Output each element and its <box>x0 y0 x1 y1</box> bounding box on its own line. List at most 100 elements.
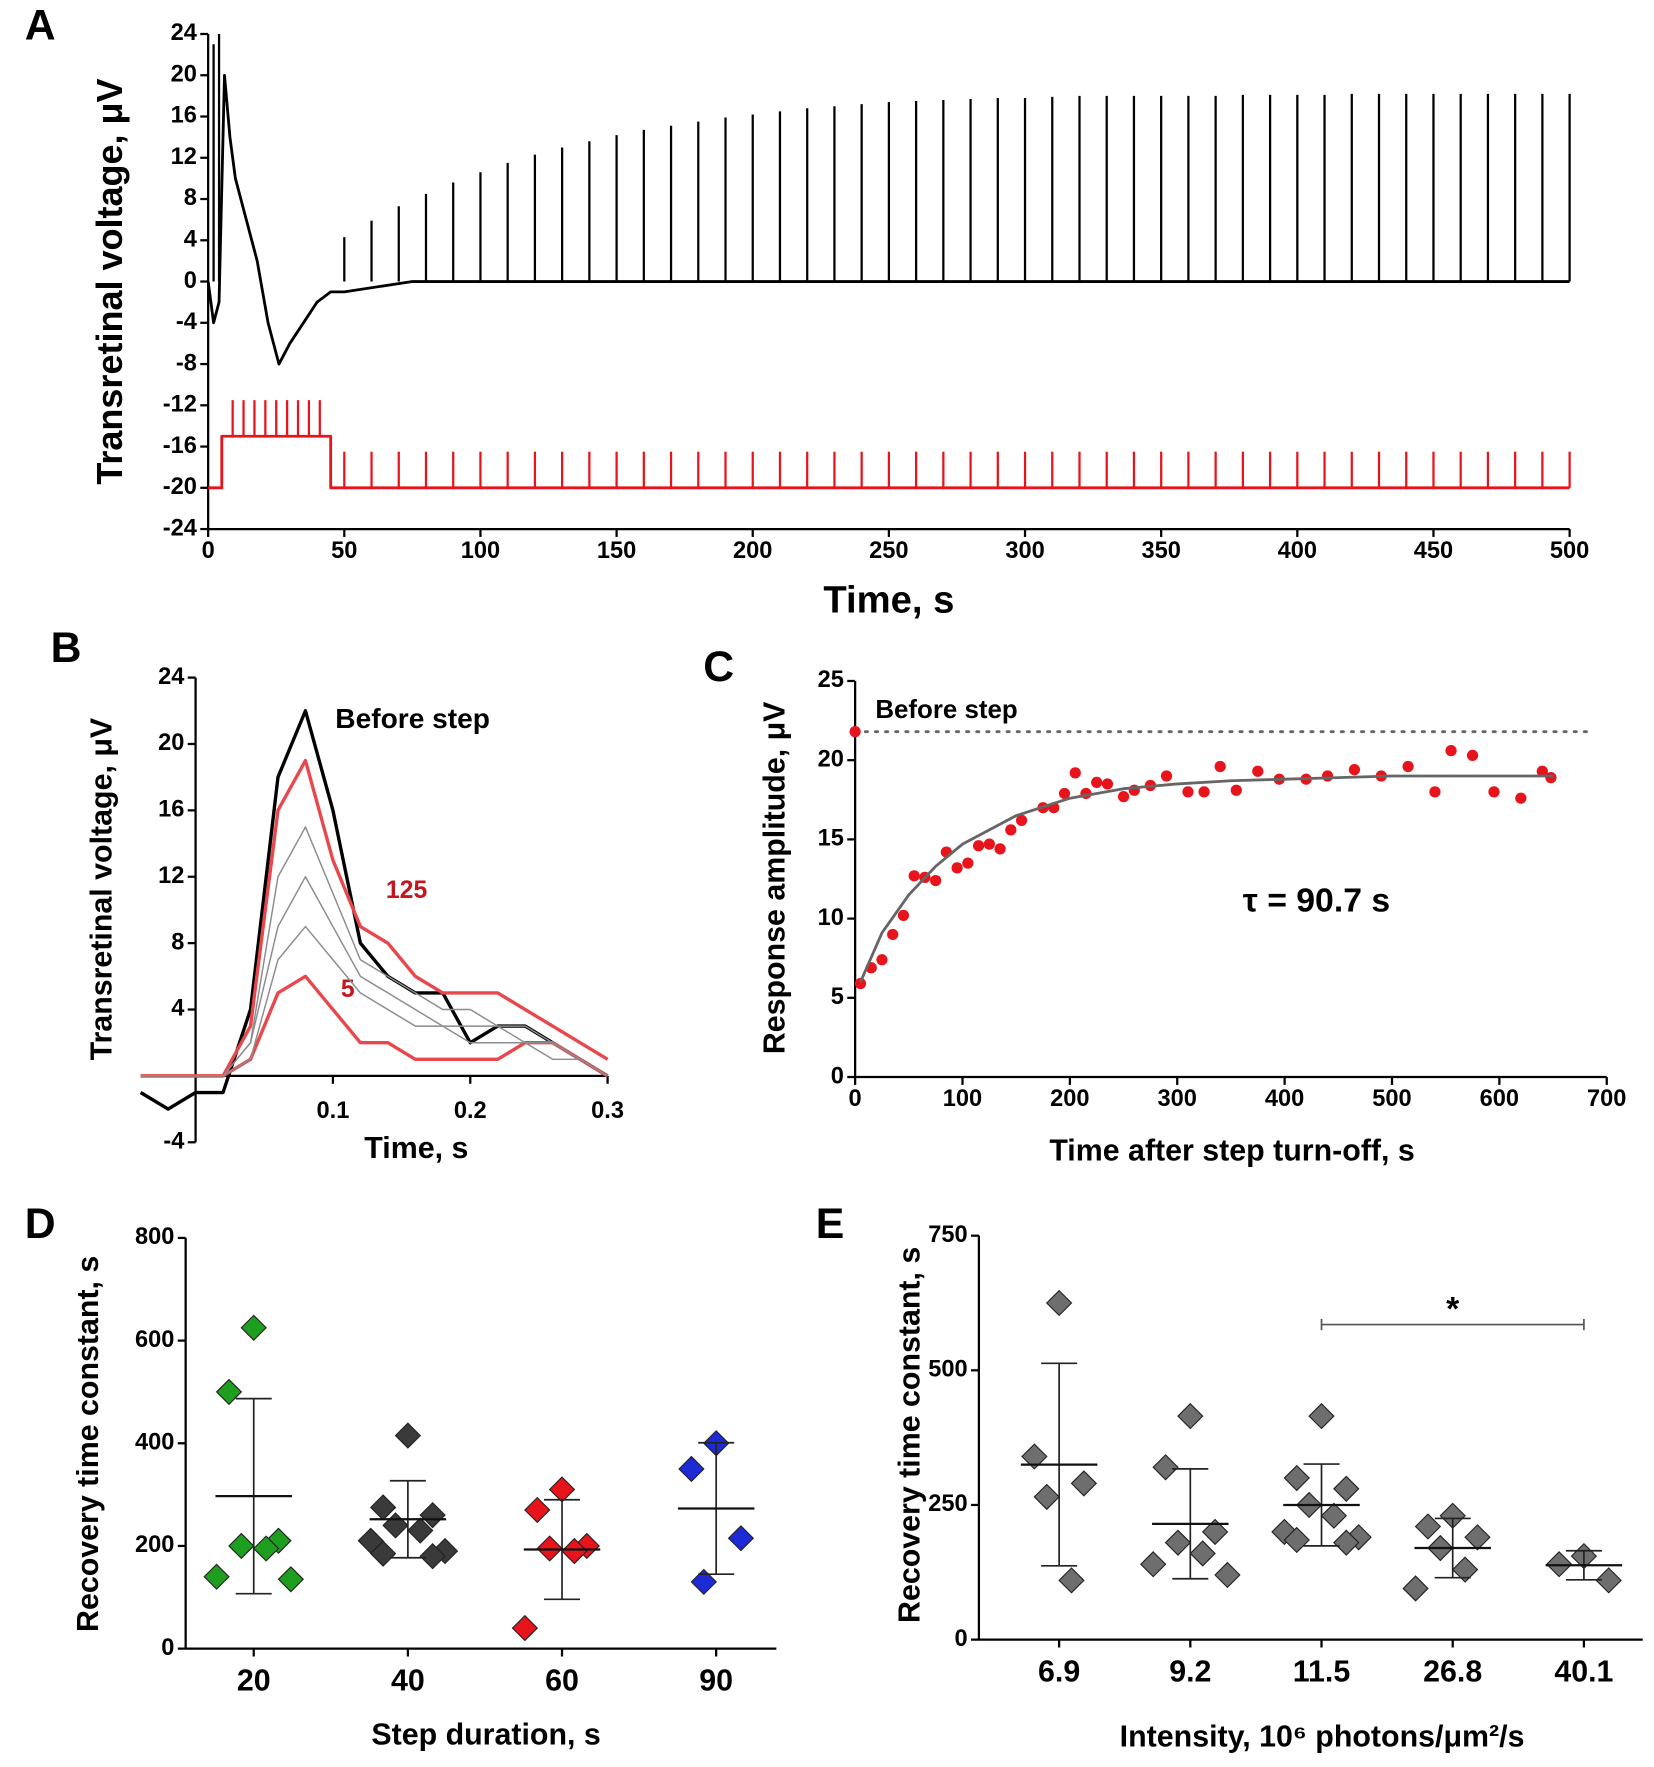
data-point <box>930 874 942 887</box>
x-axis-title: Time after step turn-off, s <box>1049 1134 1414 1167</box>
diamond <box>394 1422 422 1449</box>
data-point <box>1536 765 1548 777</box>
diamond <box>1021 1443 1048 1470</box>
y-tick-label: 25 <box>818 667 844 693</box>
data-point <box>1182 786 1194 798</box>
y-tick-label: 400 <box>135 1430 174 1456</box>
diamond <box>1201 1518 1229 1546</box>
data-line <box>140 925 608 1077</box>
diamond <box>561 1537 588 1565</box>
y-tick-label: -4 <box>163 1129 184 1155</box>
diamond <box>203 1563 230 1590</box>
data-point <box>1402 760 1414 773</box>
data-point <box>854 977 867 990</box>
x-tick-label: 50 <box>331 538 357 564</box>
x-tick-label: 0.2 <box>454 1098 487 1124</box>
diamond <box>419 1501 446 1529</box>
y-axis-title: Transretinal voltage, μV <box>89 78 130 484</box>
y-tick-label: -12 <box>163 392 197 418</box>
data-point <box>951 862 963 874</box>
data-point <box>1015 814 1028 827</box>
diamond <box>1033 1483 1060 1511</box>
diamond <box>1070 1470 1098 1497</box>
y-tick-label: 500 <box>928 1357 967 1383</box>
y-tick-label: 4 <box>171 996 184 1022</box>
x-tick-label: 0.1 <box>317 1098 350 1124</box>
diamond <box>1283 1464 1310 1492</box>
data-point <box>908 870 920 882</box>
diamond <box>369 1540 397 1567</box>
y-tick-label: 16 <box>158 797 184 823</box>
y-tick-label: 16 <box>171 103 197 129</box>
y-tick-label: 8 <box>171 929 184 955</box>
diamond <box>1414 1513 1442 1540</box>
diamond <box>690 1568 717 1596</box>
data-point <box>1321 770 1334 782</box>
x-tick-label: 6.9 <box>1038 1655 1080 1688</box>
y-tick-label: 12 <box>158 863 184 889</box>
diamond <box>524 1496 551 1524</box>
panel-letter: C <box>703 643 734 691</box>
data-point <box>1466 749 1479 762</box>
diamond <box>1333 1475 1360 1502</box>
x-tick-label: 200 <box>1050 1086 1089 1112</box>
x-tick-label: 0 <box>849 1086 862 1112</box>
diamond <box>407 1517 434 1544</box>
data-line <box>140 826 608 1077</box>
data-point <box>1445 745 1457 757</box>
diamond <box>548 1476 576 1503</box>
y-tick-label: -20 <box>163 474 197 500</box>
x-tick-label: 90 <box>699 1664 733 1697</box>
data-point <box>1545 771 1557 784</box>
diamond <box>1177 1402 1204 1430</box>
y-tick-label: 24 <box>158 664 184 690</box>
annotation: τ = 90.7 s <box>1243 882 1390 920</box>
x-tick-label: 350 <box>1141 538 1180 564</box>
y-tick-label: 15 <box>818 826 844 852</box>
data-line <box>206 73 1570 366</box>
diamond <box>1451 1556 1479 1583</box>
diamond <box>1464 1524 1491 1551</box>
y-tick-label: 24 <box>171 20 197 46</box>
y-tick-label: 20 <box>158 730 184 756</box>
y-tick-label: 20 <box>171 61 197 87</box>
diamond <box>511 1614 539 1642</box>
x-tick-label: 20 <box>237 1664 271 1697</box>
x-tick-label: 26.8 <box>1423 1655 1482 1688</box>
y-tick-label: 0 <box>161 1635 174 1661</box>
x-axis-title: Intensity, 10⁶ photons/μm²/s <box>1120 1721 1525 1754</box>
x-axis-title: Time, s <box>364 1132 468 1165</box>
data-point <box>1214 760 1226 773</box>
panel-letter: A <box>25 2 56 50</box>
x-tick-label: 100 <box>943 1086 982 1112</box>
significance-label: * <box>1446 1290 1460 1328</box>
y-axis-title: Recovery time constant, s <box>893 1247 926 1623</box>
data-point <box>962 857 974 869</box>
panel-letter: E <box>816 1200 845 1248</box>
y-tick-label: 0 <box>184 268 197 294</box>
panel-letter: B <box>51 624 82 672</box>
x-tick-label: 700 <box>1587 1086 1626 1112</box>
data-point <box>849 726 861 738</box>
y-tick-label: 0 <box>955 1626 968 1652</box>
diamond <box>419 1543 446 1570</box>
data-line <box>140 876 608 1077</box>
x-axis-title: Time, s <box>823 578 954 621</box>
data-point <box>1488 786 1500 798</box>
y-tick-label: -16 <box>163 433 197 459</box>
y-tick-label: 750 <box>928 1222 967 1248</box>
data-point <box>887 928 899 941</box>
x-tick-label: 40 <box>391 1664 425 1697</box>
data-point <box>1515 792 1527 804</box>
data-line <box>140 758 609 1078</box>
data-point <box>1101 778 1114 790</box>
x-tick-label: 100 <box>461 538 500 564</box>
x-tick-label: 40.1 <box>1554 1655 1613 1688</box>
data-point <box>1160 770 1173 782</box>
y-tick-label: -24 <box>163 515 197 541</box>
x-tick-label: 200 <box>733 538 772 564</box>
x-tick-label: 250 <box>869 538 908 564</box>
x-tick-label: 0.3 <box>591 1098 624 1124</box>
y-tick-label: -8 <box>176 350 197 376</box>
